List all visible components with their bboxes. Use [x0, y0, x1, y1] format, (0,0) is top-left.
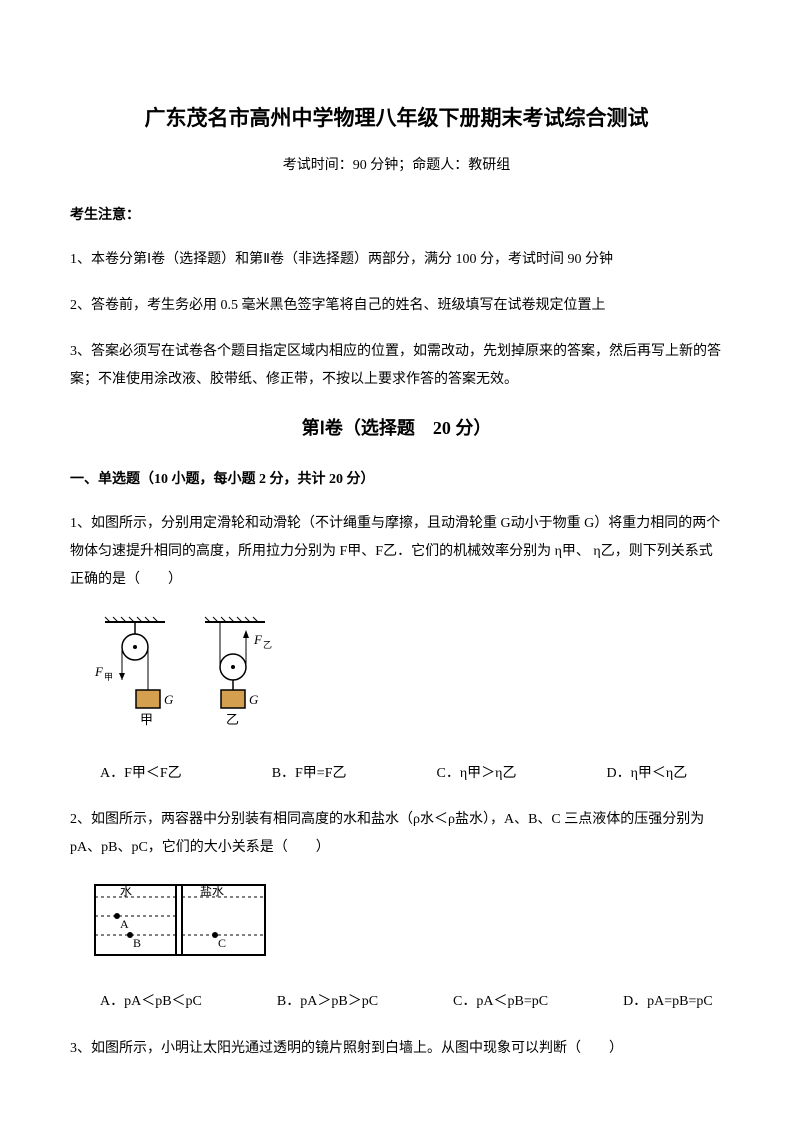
question-1-diagram: F 甲 G 甲 F 乙 G 乙 — [90, 612, 723, 751]
svg-text:F: F — [253, 632, 263, 647]
svg-text:A: A — [120, 917, 129, 931]
q1-option-a: A．F甲＜F乙 — [100, 761, 182, 786]
q1-option-d: D．η甲＜η乙 — [606, 761, 687, 786]
svg-text:盐水: 盐水 — [200, 884, 224, 898]
svg-text:F: F — [94, 664, 104, 679]
label-yi: 乙 — [226, 712, 239, 727]
label-jia: 甲 — [140, 712, 153, 727]
svg-text:G: G — [249, 692, 259, 707]
q2-option-d: D．pA=pB=pC — [623, 989, 713, 1014]
svg-text:G: G — [164, 692, 174, 707]
svg-text:C: C — [218, 936, 226, 950]
subsection-1: 一、单选题（10 小题，每小题 2 分，共计 20 分） — [70, 467, 723, 492]
svg-text:甲: 甲 — [104, 672, 113, 682]
question-2-text: 2、如图所示，两容器中分别装有相同高度的水和盐水（ρ水＜ρ盐水），A、B、C 三… — [70, 806, 723, 862]
section-1-header: 第Ⅰ卷（选择题 20 分） — [70, 412, 723, 444]
notice-header: 考生注意： — [70, 203, 723, 228]
question-1-text: 1、如图所示，分别用定滑轮和动滑轮（不计绳重与摩擦，且动滑轮重 G动小于物重 G… — [70, 510, 723, 594]
exam-subtitle: 考试时间：90 分钟；命题人：教研组 — [70, 153, 723, 178]
notice-item-1: 1、本卷分第Ⅰ卷（选择题）和第Ⅱ卷（非选择题）两部分，满分 100 分，考试时间… — [70, 246, 723, 274]
svg-text:B: B — [133, 936, 141, 950]
question-2-options: A．pA＜pB＜pC B．pA＞pB＞pC C．pA＜pB=pC D．pA=pB… — [100, 989, 723, 1014]
q2-option-c: C．pA＜pB=pC — [453, 989, 548, 1014]
question-2-diagram: 水 盐水 A B C — [90, 880, 723, 979]
svg-text:乙: 乙 — [263, 640, 272, 650]
svg-text:水: 水 — [120, 884, 132, 898]
q2-option-a: A．pA＜pB＜pC — [100, 989, 202, 1014]
q2-option-b: B．pA＞pB＞pC — [277, 989, 378, 1014]
q1-option-b: B．F甲=F乙 — [272, 761, 347, 786]
notice-item-3: 3、答案必须写在试卷各个题目指定区域内相应的位置，如需改动，先划掉原来的答案，然… — [70, 338, 723, 394]
question-1-options: A．F甲＜F乙 B．F甲=F乙 C．η甲＞η乙 D．η甲＜η乙 — [100, 761, 723, 786]
q1-option-c: C．η甲＞η乙 — [437, 761, 517, 786]
exam-title: 广东茂名市高州中学物理八年级下册期末考试综合测试 — [70, 100, 723, 138]
question-3-text: 3、如图所示，小明让太阳光通过透明的镜片照射到白墙上。从图中现象可以判断（ ） — [70, 1035, 723, 1063]
notice-item-2: 2、答卷前，考生务必用 0.5 毫米黑色签字笔将自己的姓名、班级填写在试卷规定位… — [70, 292, 723, 320]
